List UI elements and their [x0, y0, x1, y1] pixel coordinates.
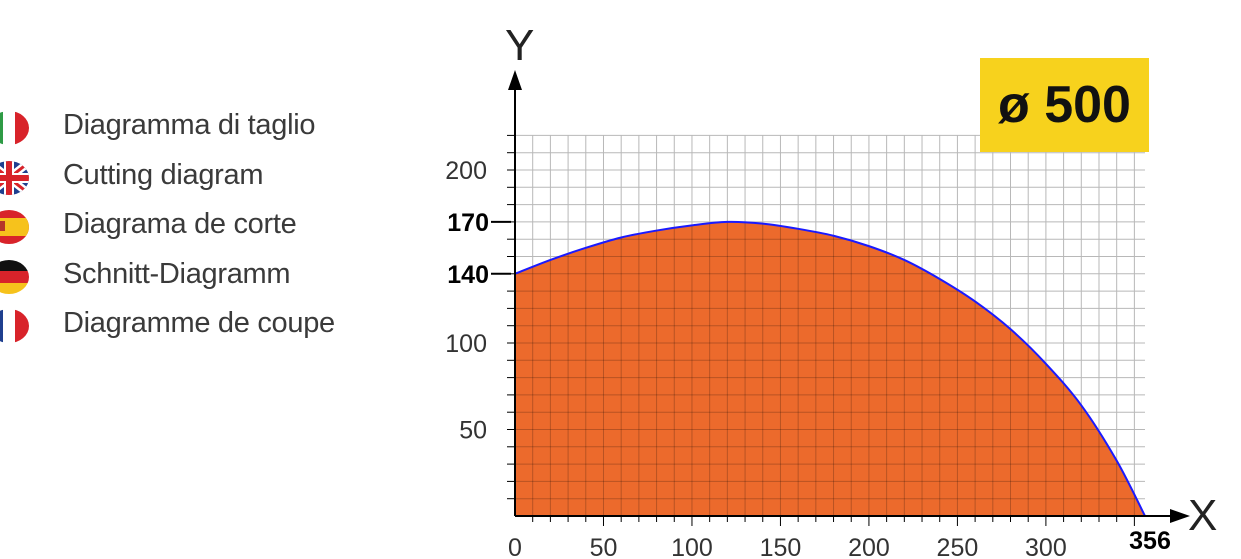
france-flag-icon [0, 309, 29, 343]
x-tick-label: 50 [590, 534, 618, 559]
legend-label-english: Cutting diagram [63, 158, 264, 191]
x-axis-label: X [1188, 491, 1217, 540]
y-tick-label: 170 [447, 209, 489, 237]
legend-label-italian: Diagramma di taglio [63, 109, 316, 141]
legend-label-german: Schnitt-Diagramm [63, 257, 291, 290]
x-tick-label: 250 [937, 534, 979, 559]
x-tick-label: 300 [1025, 534, 1067, 559]
germany-flag-icon [0, 259, 29, 294]
y-axis-label: Y [505, 21, 534, 70]
cutting-curve-line [514, 220, 1146, 517]
y-axis-arrow [508, 70, 522, 90]
tick-marks [507, 134, 1135, 526]
spain-flag-icon [0, 210, 29, 244]
diameter-badge: ø 500 [980, 58, 1149, 152]
y-tick-label: 140 [447, 261, 489, 289]
x-tick-label: 0 [508, 534, 522, 559]
x-tick-label: 100 [671, 534, 713, 559]
diameter-badge-text: ø 500 [998, 76, 1131, 134]
y-tick-label: 100 [445, 330, 487, 358]
axes: Y X [505, 21, 1217, 540]
uk-flag-icon [0, 160, 29, 195]
x-axis-arrow [1170, 509, 1190, 523]
x-tick-label: 150 [760, 534, 802, 559]
cutting-area-fill [515, 221, 1145, 516]
x-tick-label: 356 [1129, 527, 1171, 555]
tick-labels: 0 50 100 150 200 250 300 356 50 100 140 170 200 [445, 157, 1171, 559]
x-tick-label: 200 [848, 534, 890, 559]
italy-flag-icon [0, 111, 29, 145]
legend-label-spanish: Diagrama de corte [63, 208, 297, 240]
y-tick-label: 50 [459, 417, 487, 445]
y-tick-label: 200 [445, 157, 487, 185]
legend-label-french: Diagramme de coupe [63, 307, 335, 339]
